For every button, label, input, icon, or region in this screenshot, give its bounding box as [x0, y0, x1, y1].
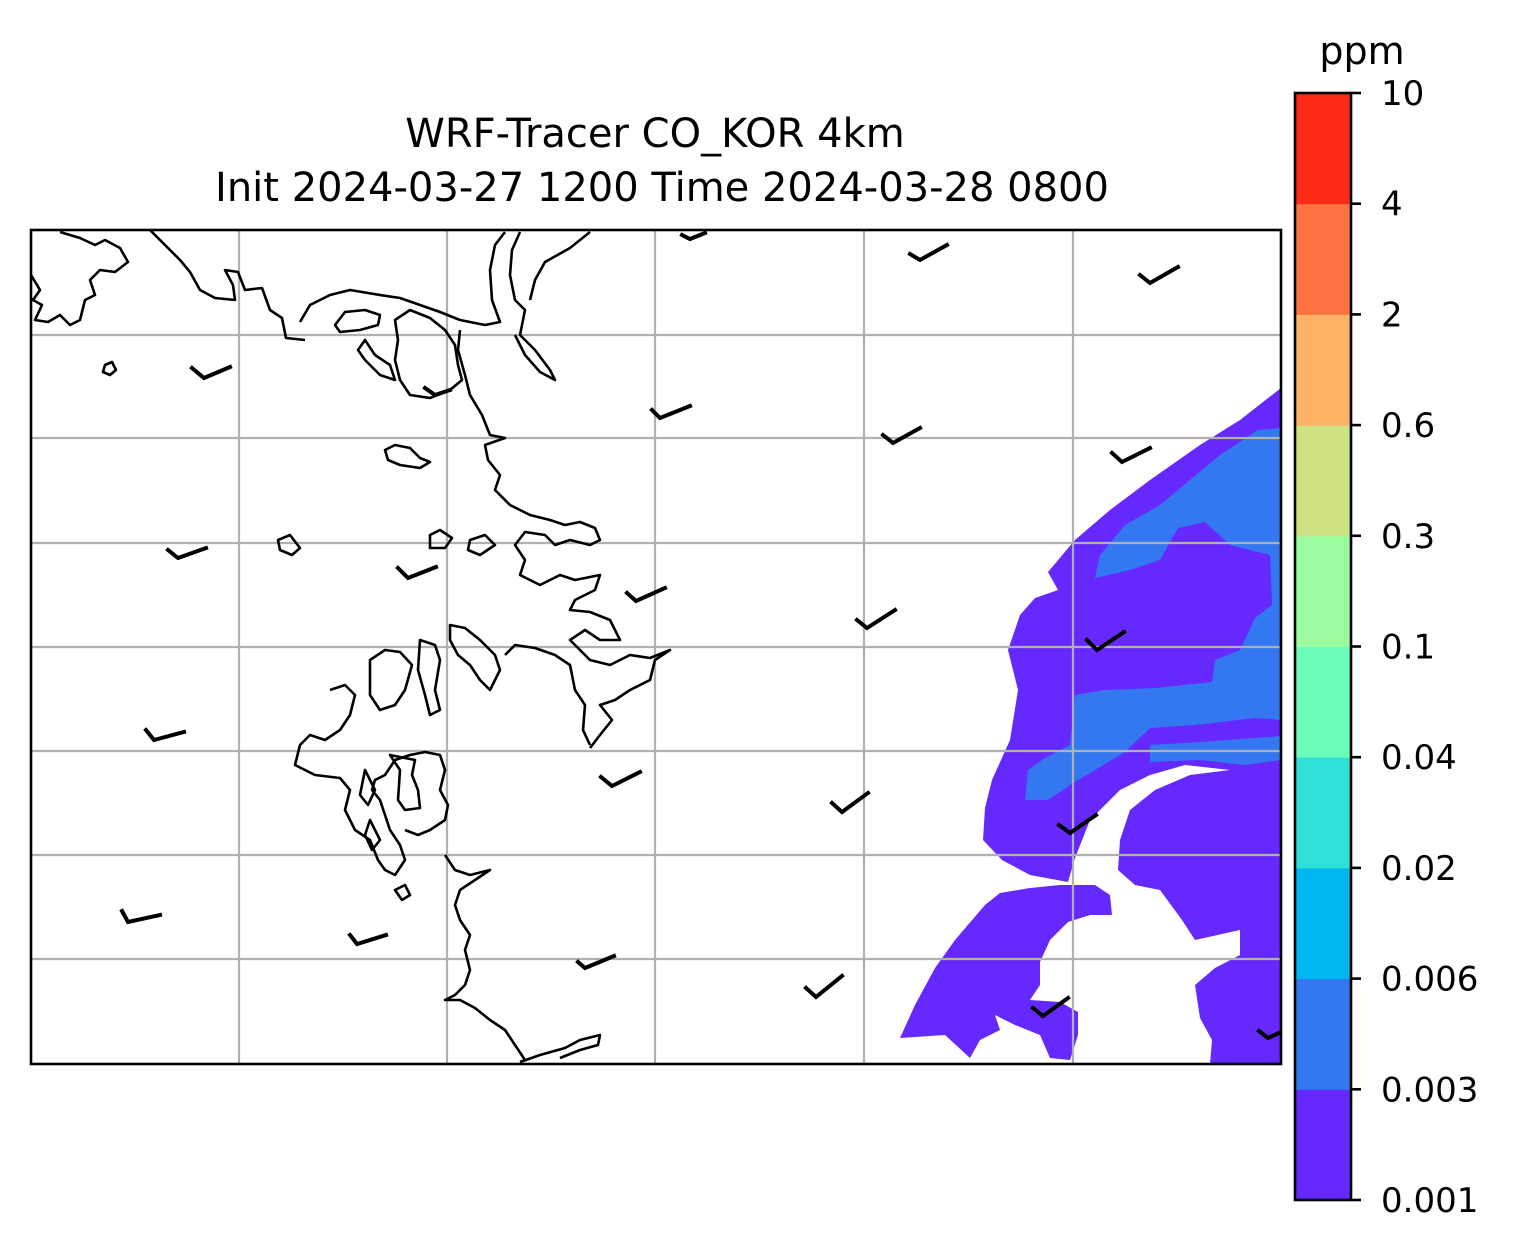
wind-barb	[422, 385, 453, 398]
wind-barb	[880, 425, 923, 446]
colorbar-band	[1295, 757, 1351, 869]
colorbar-tick-label: 2	[1381, 295, 1403, 335]
wind-barb	[143, 727, 187, 743]
colorbar-band	[1295, 978, 1351, 1090]
colorbar-tick-label: 0.001	[1381, 1181, 1478, 1221]
colorbar-tick-label: 0.6	[1381, 406, 1435, 446]
wind-barb	[679, 230, 708, 242]
wind-barb	[854, 607, 898, 631]
wind-barb	[347, 932, 389, 947]
map-panel	[29, 228, 1283, 1066]
wind-barbs	[119, 230, 1281, 1041]
colorbar-tick-label: 0.003	[1381, 1070, 1478, 1110]
colorbar-tick-label: 0.006	[1381, 960, 1478, 1000]
colorbar-bands	[1295, 93, 1351, 1201]
wind-barb	[1056, 812, 1099, 836]
colorbar-band	[1295, 1089, 1351, 1201]
wind-barb	[1256, 1028, 1281, 1041]
colorbar-band	[1295, 93, 1351, 205]
colorbar-tick-label: 4	[1381, 185, 1403, 225]
coastlines	[31, 230, 672, 1064]
tracer-fill-0.001-south	[1118, 770, 1281, 1064]
title-line-2: Init 2024-03-27 1200 Time 2024-03-28 080…	[215, 165, 1109, 211]
map-frame	[29, 228, 1283, 1066]
colorbar-tick-label: 0.1	[1381, 628, 1435, 668]
colorbar-band	[1295, 314, 1351, 426]
wind-barb	[165, 545, 209, 561]
wind-barb	[907, 242, 950, 263]
tracer-fill-0.003	[1025, 428, 1281, 800]
wind-barb	[1030, 995, 1071, 1019]
colorbar-band	[1295, 203, 1351, 315]
colorbar-unit-label: ppm	[1319, 29, 1404, 73]
wind-barb	[624, 585, 668, 604]
wind-barb	[598, 769, 643, 789]
wind-barb	[395, 564, 439, 581]
colorbar-tick-label: 0.04	[1381, 738, 1457, 778]
title-line-1: WRF-Tracer CO_KOR 4km	[405, 111, 904, 157]
wind-barb	[189, 364, 233, 381]
tracer-fill-0.001-southwest	[900, 885, 1112, 1060]
wind-barb	[803, 973, 845, 1000]
wind-barb	[119, 908, 163, 925]
colorbar-band	[1295, 535, 1351, 647]
colorbar-tick-label: 10	[1381, 74, 1424, 114]
colorbar-tick-label: 0.3	[1381, 517, 1435, 557]
colorbar: ppm 0.001 0.003 0.006 0.02 0.04 0.1 0.3 0.6 2 4 10	[1293, 29, 1478, 1221]
wind-barb	[1109, 445, 1153, 465]
colorbar-band	[1295, 867, 1351, 980]
colorbar-band	[1295, 646, 1351, 758]
wind-barb	[575, 953, 617, 971]
wind-barb	[829, 790, 871, 815]
colorbar-tick-label: 0.02	[1381, 849, 1457, 889]
wind-barb	[1084, 629, 1127, 653]
gridlines	[31, 230, 1281, 1064]
wind-barb	[649, 403, 693, 421]
wind-barb	[1137, 264, 1181, 286]
colorbar-band	[1295, 425, 1351, 537]
colorbar-ticks: 0.001 0.003 0.006 0.02 0.04 0.1 0.3 0.6 2 4 10	[1351, 74, 1478, 1221]
